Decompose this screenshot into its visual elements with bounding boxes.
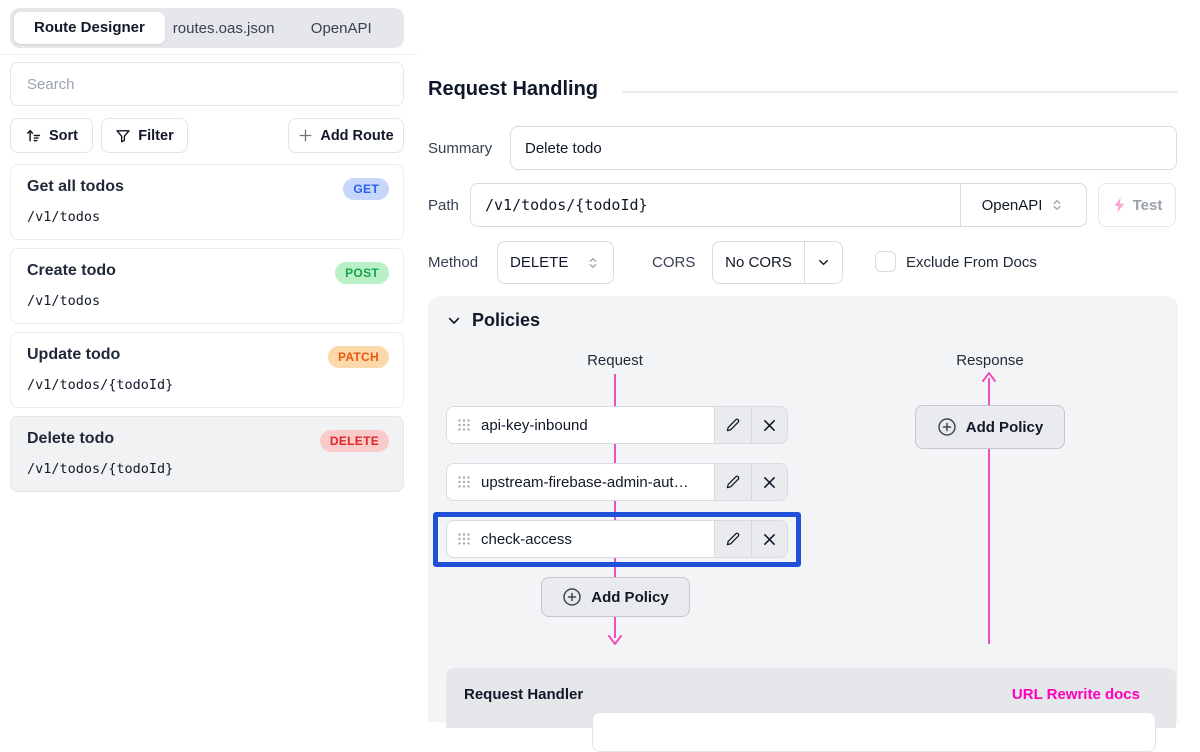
plus-circle-icon bbox=[937, 417, 957, 437]
add-policy-button-label: Add Policy bbox=[965, 418, 1044, 436]
test-button-label: Test bbox=[1132, 196, 1163, 214]
request-handler-title: Request Handler bbox=[464, 686, 584, 703]
edit-policy-button[interactable] bbox=[715, 521, 751, 557]
response-flow-arrowhead-up bbox=[982, 372, 996, 382]
add-response-policy-button[interactable]: Add Policy bbox=[915, 405, 1065, 449]
method-label: Method bbox=[428, 254, 479, 271]
policies-title: Policies bbox=[472, 310, 541, 330]
path-input[interactable] bbox=[471, 184, 960, 226]
tab-routes-oas-json[interactable]: routes.oas.json bbox=[172, 19, 275, 37]
title-divider bbox=[622, 91, 1178, 93]
chevron-up-down-icon bbox=[585, 255, 601, 271]
policy-row-api-key-inbound: api-key-inbound bbox=[446, 406, 788, 444]
pencil-icon bbox=[726, 418, 740, 432]
route-card-get-all-todos[interactable]: Get all todos GET /v1/todos bbox=[10, 164, 404, 240]
path-mode-value: OpenAPI bbox=[981, 196, 1043, 214]
summary-input[interactable] bbox=[510, 126, 1177, 170]
method-badge-delete: DELETE bbox=[319, 430, 389, 452]
policy-name: check-access bbox=[481, 530, 572, 548]
method-select[interactable]: DELETE bbox=[497, 241, 614, 284]
route-card-update-todo[interactable]: Update todo PATCH /v1/todos/{todoId} bbox=[10, 332, 404, 408]
add-route-button[interactable]: Add Route bbox=[288, 118, 404, 153]
plus-icon bbox=[298, 128, 313, 143]
remove-policy-button[interactable] bbox=[751, 407, 787, 443]
policy-name-area: check-access bbox=[447, 521, 715, 557]
summary-label: Summary bbox=[428, 140, 493, 157]
policy-row-upstream-firebase-admin-auth: upstream-firebase-admin-aut… bbox=[446, 463, 788, 501]
method-select-value: DELETE bbox=[510, 254, 569, 271]
route-title: Delete todo bbox=[27, 430, 115, 447]
filter-button[interactable]: Filter bbox=[101, 118, 188, 153]
url-rewrite-docs-link[interactable]: URL Rewrite docs bbox=[1011, 686, 1140, 703]
exclude-from-docs-checkbox[interactable] bbox=[875, 251, 896, 272]
route-title: Get all todos bbox=[27, 178, 124, 195]
route-card-delete-todo[interactable]: Delete todo DELETE /v1/todos/{todoId} bbox=[10, 416, 404, 492]
tab-route-designer[interactable]: Route Designer bbox=[14, 12, 165, 44]
exclude-from-docs-label: Exclude From Docs bbox=[906, 254, 1037, 271]
add-request-policy-button[interactable]: Add Policy bbox=[541, 577, 690, 617]
policy-row-check-access: check-access bbox=[446, 520, 788, 558]
path-label: Path bbox=[428, 197, 459, 214]
cors-label: CORS bbox=[652, 254, 696, 271]
policies-toggle[interactable]: Policies bbox=[446, 310, 540, 331]
response-flow-line bbox=[988, 378, 990, 644]
request-flow-arrowhead-down bbox=[608, 635, 622, 645]
chevron-down-icon bbox=[446, 313, 462, 329]
tab-openapi[interactable]: OpenAPI bbox=[310, 19, 372, 37]
cors-select-value: No CORS bbox=[725, 254, 792, 271]
route-path: /v1/todos/{todoId} bbox=[27, 377, 174, 393]
policy-name: api-key-inbound bbox=[481, 416, 588, 434]
route-path: /v1/todos bbox=[27, 209, 101, 225]
sort-button[interactable]: Sort bbox=[10, 118, 93, 153]
test-button[interactable]: Test bbox=[1098, 183, 1176, 227]
request-column-label: Request bbox=[587, 352, 643, 369]
lightning-icon bbox=[1112, 197, 1127, 213]
route-title: Create todo bbox=[27, 262, 116, 279]
chevron-down-icon bbox=[804, 242, 842, 283]
close-icon bbox=[764, 533, 775, 545]
policy-name-area: upstream-firebase-admin-aut… bbox=[447, 464, 715, 500]
add-policy-button-label: Add Policy bbox=[591, 588, 669, 606]
close-icon bbox=[764, 419, 775, 431]
plus-circle-icon bbox=[562, 587, 582, 607]
pencil-icon bbox=[726, 532, 740, 546]
drag-handle-icon[interactable] bbox=[457, 418, 471, 432]
add-route-button-label: Add Route bbox=[320, 127, 394, 144]
remove-policy-button[interactable] bbox=[751, 521, 787, 557]
route-title: Update todo bbox=[27, 346, 121, 363]
response-column-label: Response bbox=[956, 352, 1024, 369]
page-title: Request Handling bbox=[428, 78, 599, 100]
file-tabs: Route Designer routes.oas.json OpenAPI bbox=[10, 8, 404, 48]
search-input[interactable] bbox=[10, 62, 404, 106]
drag-handle-icon[interactable] bbox=[457, 475, 471, 489]
path-mode-select[interactable]: OpenAPI bbox=[960, 184, 1086, 226]
remove-policy-button[interactable] bbox=[751, 464, 787, 500]
request-flow-line bbox=[614, 374, 616, 638]
pencil-icon bbox=[726, 475, 740, 489]
request-handler-input[interactable] bbox=[592, 712, 1156, 752]
filter-funnel-icon bbox=[115, 128, 131, 144]
drag-handle-icon[interactable] bbox=[457, 532, 471, 546]
chevron-up-down-icon bbox=[1049, 197, 1065, 213]
sort-ascending-icon bbox=[25, 127, 42, 144]
route-path: /v1/todos bbox=[27, 293, 101, 309]
edit-policy-button[interactable] bbox=[715, 407, 751, 443]
route-path: /v1/todos/{todoId} bbox=[27, 461, 174, 477]
method-badge-get: GET bbox=[343, 178, 389, 200]
policies-panel bbox=[428, 296, 1178, 722]
policy-name-area: api-key-inbound bbox=[447, 407, 715, 443]
method-badge-post: POST bbox=[335, 262, 389, 284]
path-group: OpenAPI bbox=[470, 183, 1087, 227]
method-badge-patch: PATCH bbox=[327, 346, 389, 368]
cors-select[interactable]: No CORS bbox=[712, 241, 843, 284]
policy-name: upstream-firebase-admin-aut… bbox=[481, 473, 689, 491]
close-icon bbox=[764, 476, 775, 488]
header-divider bbox=[0, 54, 418, 55]
edit-policy-button[interactable] bbox=[715, 464, 751, 500]
filter-button-label: Filter bbox=[138, 127, 174, 144]
sort-button-label: Sort bbox=[49, 127, 78, 144]
route-card-create-todo[interactable]: Create todo POST /v1/todos bbox=[10, 248, 404, 324]
